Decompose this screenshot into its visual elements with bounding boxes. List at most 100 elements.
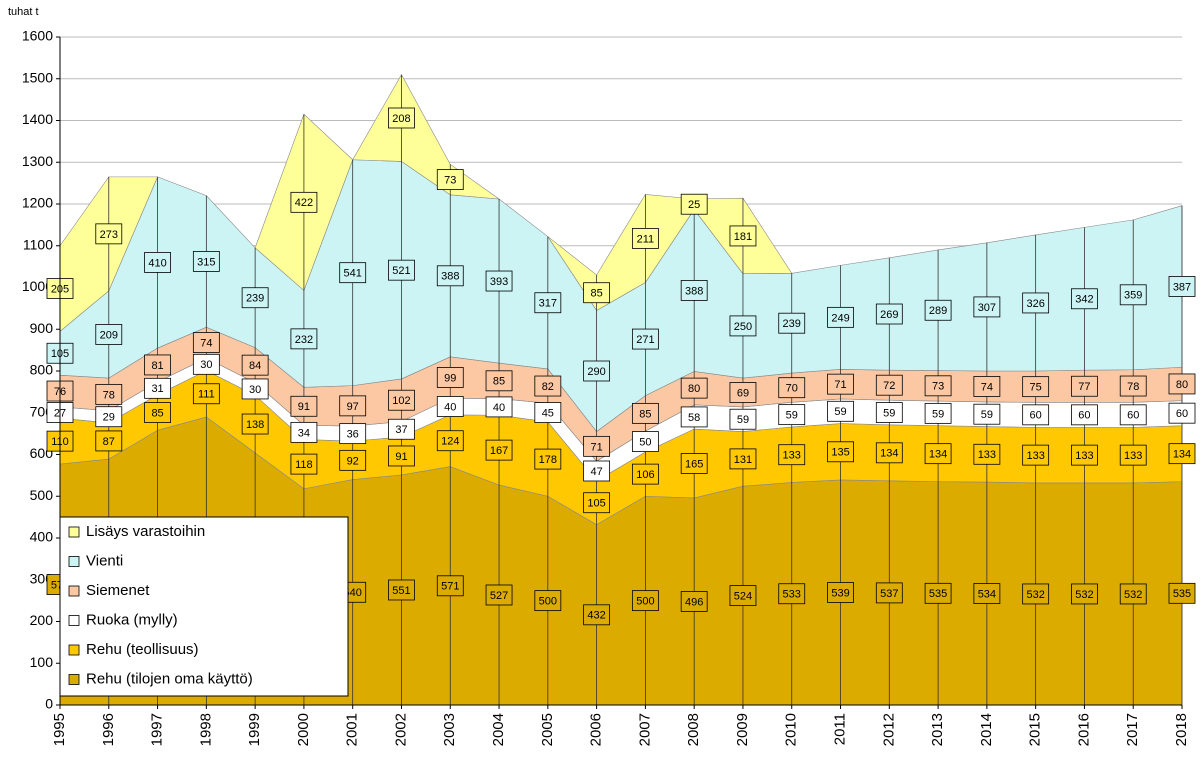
value-label: 209: [100, 329, 118, 341]
value-label: 59: [786, 410, 798, 422]
value-label-box: [631, 402, 659, 424]
value-label: 388: [685, 285, 703, 297]
value-label-box: [436, 367, 464, 388]
value-label: 393: [490, 276, 508, 288]
value-label-box: [729, 448, 757, 470]
value-label: 102: [392, 395, 410, 407]
value-label: 74: [981, 381, 993, 393]
value-label: 232: [295, 334, 313, 346]
y-tick-label: 400: [30, 529, 54, 545]
value-label-box: [583, 435, 611, 457]
legend-label: Ruoka (mylly): [86, 611, 178, 628]
value-label-box: [388, 579, 415, 601]
value-label: 326: [1026, 298, 1044, 310]
x-tick-label: 2002: [392, 713, 409, 746]
value-label-box: [631, 431, 659, 452]
value-label: 69: [737, 387, 749, 399]
value-label-box: [436, 396, 464, 417]
value-label-box: [1119, 583, 1147, 605]
value-label-box: [436, 430, 464, 452]
value-label: 133: [1124, 450, 1142, 462]
value-label-box: [631, 228, 659, 249]
value-label-box: [583, 460, 611, 482]
value-label-box: [144, 402, 171, 423]
value-label-box: [290, 453, 318, 475]
value-label: 40: [493, 402, 505, 414]
value-label-box: [729, 408, 757, 430]
value-label: 532: [1075, 589, 1093, 601]
x-tick-label: 2018: [1173, 713, 1190, 746]
value-label: 82: [542, 381, 554, 393]
value-label: 410: [148, 257, 166, 269]
value-label: 78: [1127, 381, 1139, 393]
value-label-box: [680, 193, 708, 215]
value-label-box: [1022, 404, 1050, 426]
value-label-box: [95, 430, 123, 452]
value-label-box: [241, 378, 269, 400]
x-tick-label: 2007: [636, 713, 653, 746]
value-label: 289: [929, 305, 947, 317]
value-label: 40: [444, 401, 456, 413]
value-label: 290: [587, 366, 605, 378]
value-label: 271: [636, 334, 654, 346]
value-label: 500: [636, 596, 654, 608]
value-label-box: [192, 332, 220, 354]
value-label-box: [778, 583, 806, 605]
value-label: 208: [392, 113, 410, 125]
value-label: 167: [490, 445, 508, 457]
value-label: 269: [880, 309, 898, 321]
y-tick-label: 1200: [22, 195, 53, 211]
x-tick-label: 2001: [344, 713, 361, 746]
value-label-box: [1071, 444, 1098, 466]
value-label: 133: [1026, 450, 1044, 462]
value-label-box: [680, 591, 708, 612]
value-label-box: [729, 315, 757, 337]
value-label-box: [1168, 402, 1196, 424]
value-label: 239: [246, 293, 264, 305]
value-label-box: [729, 585, 757, 607]
value-label-box: [875, 303, 903, 325]
value-label: 45: [542, 407, 554, 419]
value-label-box: [1168, 373, 1196, 395]
value-label: 58: [688, 412, 700, 424]
value-label-box: [436, 265, 464, 287]
value-label: 133: [1075, 450, 1093, 462]
value-label-box: [1022, 583, 1050, 605]
value-label-box: [290, 328, 318, 350]
value-label-box: [778, 312, 806, 334]
value-label: 72: [883, 380, 895, 392]
legend-label: Rehu (tilojen oma käyttö): [86, 670, 253, 687]
value-label: 135: [831, 447, 849, 459]
value-label: 133: [978, 449, 996, 461]
value-label: 59: [834, 406, 846, 418]
value-label: 524: [734, 591, 752, 603]
y-tick-label: 100: [30, 654, 54, 670]
value-label-box: [436, 169, 464, 190]
value-label: 250: [734, 321, 752, 333]
y-tick-label: 1500: [22, 69, 53, 85]
value-label-box: [1022, 292, 1050, 314]
value-label-box: [729, 382, 757, 403]
value-label-box: [192, 251, 220, 272]
value-label-box: [1119, 375, 1147, 397]
value-label-box: [973, 583, 1001, 604]
value-label-box: [778, 444, 806, 466]
value-label: 97: [347, 401, 359, 413]
value-label-box: [95, 383, 123, 405]
value-label-box: [973, 376, 1001, 397]
value-label: 388: [441, 271, 459, 283]
value-label: 73: [932, 381, 944, 393]
value-label: 537: [880, 588, 898, 600]
value-label: 535: [929, 588, 947, 600]
value-label: 527: [490, 590, 508, 602]
value-label-box: [924, 443, 952, 465]
value-label: 70: [786, 383, 798, 395]
value-label: 74: [200, 338, 212, 350]
value-label-box: [729, 225, 757, 247]
value-label: 534: [978, 588, 996, 600]
value-label: 307: [978, 302, 996, 314]
legend: Lisäys varastoihin Vienti Siemenet Ruoka (m…: [59, 516, 349, 697]
value-label: 25: [688, 199, 700, 211]
value-label-box: [290, 395, 318, 417]
